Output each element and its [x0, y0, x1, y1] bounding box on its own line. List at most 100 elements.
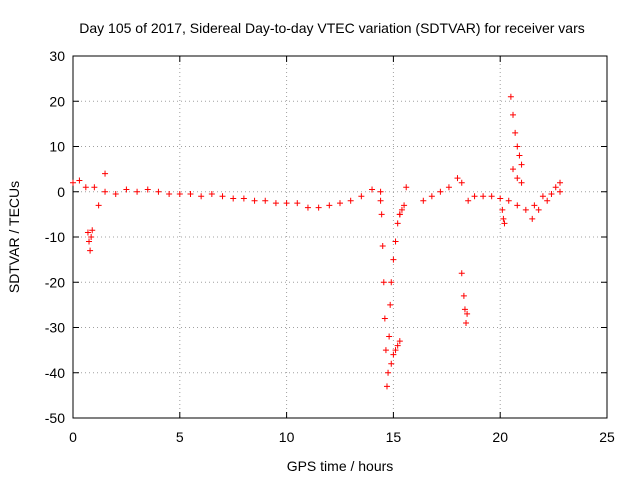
series-spike-20_5: [507, 93, 525, 168]
data-point: [82, 184, 89, 191]
data-point: [262, 197, 269, 204]
series-main-band-a: [70, 177, 384, 211]
data-point: [460, 292, 467, 299]
series-spike-20: [499, 206, 508, 227]
data-point: [394, 342, 401, 349]
data-point: [86, 238, 93, 245]
data-point: [337, 200, 343, 207]
x-tick-label: 5: [176, 429, 184, 445]
data-point: [464, 310, 471, 317]
y-tick-label: -30: [45, 320, 65, 336]
data-point: [499, 206, 506, 213]
data-point: [383, 383, 390, 390]
data-point: [386, 333, 393, 340]
data-point: [514, 202, 521, 209]
data-point: [219, 193, 226, 200]
data-point: [187, 191, 194, 198]
data-point: [272, 200, 279, 207]
data-point: [390, 351, 397, 358]
y-tick-label: -50: [45, 410, 65, 426]
y-tick-label: -20: [45, 274, 65, 290]
data-point: [390, 256, 397, 263]
data-point: [251, 197, 258, 204]
data-point: [144, 186, 151, 193]
data-point: [535, 206, 542, 213]
series-drop-left: [377, 197, 394, 390]
data-point: [557, 188, 564, 195]
series-early-dip: [84, 227, 96, 254]
data-point: [514, 175, 521, 182]
data-point: [155, 188, 162, 195]
data-point: [514, 143, 521, 150]
data-point: [388, 360, 395, 367]
data-point: [471, 193, 478, 200]
data-point: [387, 301, 394, 308]
data-point: [505, 197, 512, 204]
data-point: [89, 227, 96, 234]
data-point: [497, 195, 504, 202]
data-point: [102, 170, 109, 177]
data-point: [76, 177, 83, 184]
data-point: [88, 234, 95, 240]
x-tick-label: 15: [386, 429, 402, 445]
data-point: [518, 179, 525, 186]
series-band-20_5-21: [510, 166, 525, 186]
data-point: [437, 188, 444, 195]
data-point: [396, 211, 403, 218]
data-point: [445, 184, 452, 191]
data-point: [454, 175, 461, 182]
series-band-19-23: [471, 188, 564, 213]
data-point: [84, 229, 91, 236]
data-point: [315, 204, 322, 211]
data-point: [428, 193, 435, 200]
data-point: [501, 220, 508, 227]
data-point: [557, 179, 564, 186]
series-dip-18: [458, 270, 471, 326]
data-points-layer: [70, 93, 564, 390]
y-tick-label: 20: [49, 93, 65, 109]
data-point: [294, 200, 301, 207]
data-point: [516, 152, 523, 159]
data-point: [385, 369, 392, 376]
data-point: [230, 195, 237, 202]
data-point: [95, 202, 102, 209]
grid-layer: [73, 56, 607, 418]
data-point: [378, 211, 385, 218]
x-tick-label: 10: [279, 429, 295, 445]
data-point: [518, 161, 525, 168]
data-point: [458, 179, 465, 186]
x-tick-label: 20: [492, 429, 508, 445]
series-recovery-low: [388, 338, 403, 367]
data-point: [166, 191, 173, 198]
data-point: [398, 206, 405, 213]
data-point: [382, 347, 389, 354]
data-point: [87, 247, 94, 254]
data-point: [552, 184, 559, 191]
data-point: [208, 191, 215, 198]
y-tick-label: -10: [45, 229, 65, 245]
data-point: [465, 197, 472, 204]
data-point: [529, 215, 536, 222]
data-point: [91, 184, 98, 191]
y-tick-label: 30: [49, 48, 65, 64]
data-point: [458, 270, 465, 277]
data-point: [522, 206, 529, 213]
data-point: [347, 197, 354, 204]
data-point: [488, 193, 495, 200]
series-end-rise: [529, 179, 564, 222]
chart-title: Day 105 of 2017, Sidereal Day-to-day VTE…: [79, 20, 585, 36]
data-point: [531, 202, 538, 209]
data-point: [539, 193, 546, 200]
data-point: [377, 188, 384, 195]
data-point: [510, 111, 517, 118]
data-point: [461, 306, 468, 313]
data-point: [507, 93, 514, 100]
data-point: [401, 202, 408, 209]
data-point: [326, 202, 333, 209]
ticks-layer: 0 5 10 15 20 25 30 20 10 0 -10 -20 -30 -40 -50: [45, 48, 615, 445]
data-point: [388, 279, 395, 286]
x-tick-label: 0: [69, 429, 77, 445]
data-point: [544, 197, 551, 204]
data-point: [392, 238, 399, 245]
